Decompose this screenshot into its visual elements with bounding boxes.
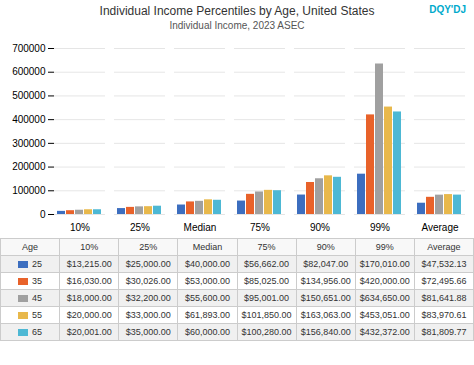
html-text:Individual Income, 2023 ASEC: Individual Income, 2023 ASEC — [169, 20, 305, 31]
html-text:$35,000.00: $35,000.00 — [125, 327, 171, 337]
html-text:$134,956.00: $134,956.00 — [300, 276, 351, 286]
html-text:$53,000.00: $53,000.00 — [184, 276, 230, 286]
html-text:75%: 75% — [257, 242, 276, 252]
html-text:$20,000.00: $20,000.00 — [66, 310, 112, 320]
html-text:Average: Average — [427, 242, 461, 252]
svg-text:100000: 100000 — [12, 185, 46, 196]
html-text:$81,809.77: $81,809.77 — [421, 327, 467, 337]
html-text:Age: Age — [22, 242, 39, 252]
html-text:$85,025.00: $85,025.00 — [244, 276, 290, 286]
svg-text:200000: 200000 — [12, 161, 46, 172]
html-text:Median: Median — [192, 242, 223, 252]
html-text:$60,000.00: $60,000.00 — [184, 327, 230, 337]
html-text:$20,001.00: $20,001.00 — [66, 327, 112, 337]
svg-text:25%: 25% — [130, 222, 150, 233]
svg-text:10%: 10% — [70, 222, 90, 233]
html-text:$83,970.61: $83,970.61 — [421, 310, 467, 320]
html-text:90%: 90% — [316, 242, 335, 252]
html-text:$95,001.00: $95,001.00 — [244, 293, 290, 303]
html-text:$170,010.00: $170,010.00 — [359, 259, 410, 269]
html-text:$25,000.00: $25,000.00 — [125, 259, 171, 269]
html-text:$82,047.00: $82,047.00 — [303, 259, 349, 269]
html-text:$30,026.00: $30,026.00 — [125, 276, 171, 286]
html-text:$16,030.00: $16,030.00 — [66, 276, 112, 286]
html-text:$163,063.00: $163,063.00 — [300, 310, 351, 320]
svg-text:400000: 400000 — [12, 114, 46, 125]
svg-text:300000: 300000 — [12, 138, 46, 149]
svg-text:Median: Median — [184, 222, 217, 233]
html-text:$150,651.00: $150,651.00 — [300, 293, 351, 303]
svg-text:500000: 500000 — [12, 90, 46, 101]
html-text:55: 55 — [32, 310, 43, 320]
svg-text:0: 0 — [40, 209, 46, 220]
svg-text:99%: 99% — [370, 222, 390, 233]
html-text:$55,600.00: $55,600.00 — [184, 293, 230, 303]
html-text:$33,000.00: $33,000.00 — [125, 310, 171, 320]
html-text:Individual Income Percentiles: Individual Income Percentiles by Age, Un… — [99, 4, 375, 18]
html-text:$101,850.00: $101,850.00 — [241, 310, 292, 320]
svg-text:90%: 90% — [310, 222, 330, 233]
svg-text:75%: 75% — [250, 222, 270, 233]
html-text:25: 25 — [32, 259, 43, 269]
html-text:$47,532.13: $47,532.13 — [421, 259, 467, 269]
html-text:$13,215.00: $13,215.00 — [66, 259, 112, 269]
html-text:$634,650.00: $634,650.00 — [359, 293, 410, 303]
html-text:10%: 10% — [80, 242, 99, 252]
html-text:45: 45 — [32, 293, 43, 303]
svg-text:Average: Average — [421, 222, 459, 233]
html-text:65: 65 — [32, 327, 43, 337]
html-text:$32,200.00: $32,200.00 — [125, 293, 171, 303]
html-text:$18,000.00: $18,000.00 — [66, 293, 112, 303]
svg-text:600000: 600000 — [12, 66, 46, 77]
html-text:$100,280.00: $100,280.00 — [241, 327, 292, 337]
html-text:$56,662.00: $56,662.00 — [244, 259, 290, 269]
svg-text:700000: 700000 — [12, 43, 46, 54]
html-text:25%: 25% — [139, 242, 158, 252]
html-text:$40,000.00: $40,000.00 — [184, 259, 230, 269]
html-text:$81,641.88: $81,641.88 — [421, 293, 467, 303]
html-text:$72,495.66: $72,495.66 — [421, 276, 467, 286]
html-text:$453,051.00: $453,051.00 — [359, 310, 410, 320]
html-text:$61,893.00: $61,893.00 — [184, 310, 230, 320]
html-text:$420,000.00: $420,000.00 — [359, 276, 410, 286]
html-text:DQY'DJ: DQY'DJ — [429, 4, 466, 15]
html-text:99%: 99% — [375, 242, 394, 252]
html-text:$432,372.00: $432,372.00 — [359, 327, 410, 337]
html-text:$156,840.00: $156,840.00 — [300, 327, 351, 337]
html-text:35: 35 — [32, 276, 43, 286]
